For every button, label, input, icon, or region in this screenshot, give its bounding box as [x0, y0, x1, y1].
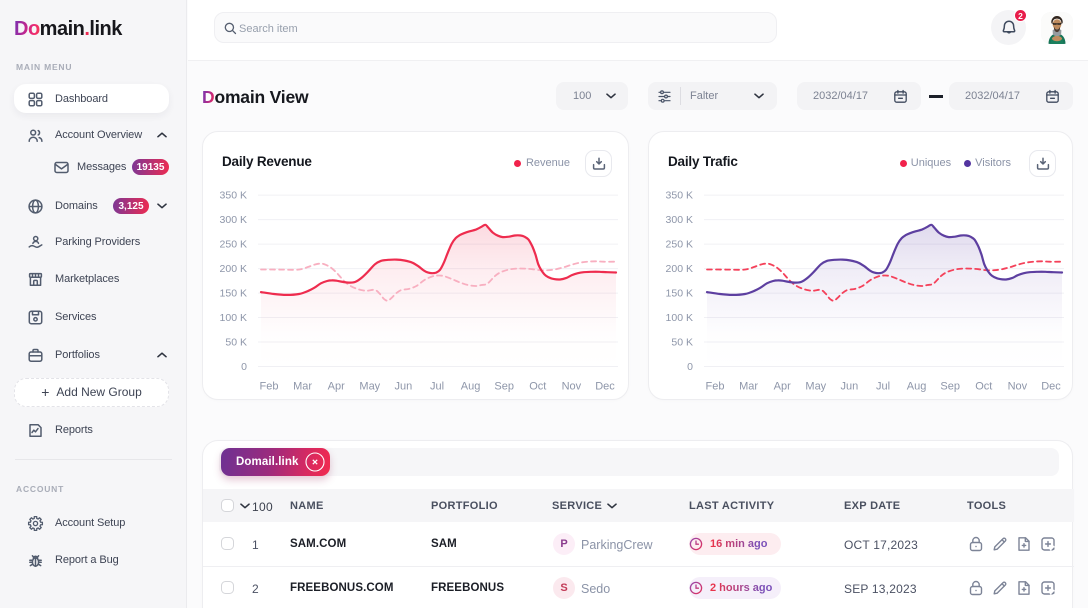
svg-text:Aug: Aug: [461, 381, 481, 393]
svg-text:Sep: Sep: [940, 381, 960, 393]
svg-text:Feb: Feb: [706, 381, 725, 393]
svg-text:350 K: 350 K: [666, 190, 693, 202]
svg-text:Aug: Aug: [907, 381, 927, 393]
svg-text:Nov: Nov: [1008, 381, 1028, 393]
svg-text:Dec: Dec: [595, 381, 615, 393]
svg-text:May: May: [359, 381, 380, 393]
svg-text:150 K: 150 K: [220, 288, 247, 300]
svg-text:Mar: Mar: [293, 381, 312, 393]
svg-text:Oct: Oct: [975, 381, 992, 393]
svg-text:200 K: 200 K: [220, 263, 247, 275]
svg-text:Jun: Jun: [841, 381, 859, 393]
svg-text:100 K: 100 K: [666, 312, 693, 324]
svg-text:50 K: 50 K: [225, 337, 247, 349]
svg-text:Feb: Feb: [260, 381, 279, 393]
svg-text:100 K: 100 K: [220, 312, 247, 324]
svg-text:200 K: 200 K: [666, 263, 693, 275]
svg-text:Jun: Jun: [395, 381, 413, 393]
svg-text:Oct: Oct: [529, 381, 546, 393]
svg-text:Dec: Dec: [1041, 381, 1061, 393]
svg-text:150 K: 150 K: [666, 288, 693, 300]
svg-text:Apr: Apr: [774, 381, 791, 393]
svg-text:Apr: Apr: [328, 381, 345, 393]
svg-text:Mar: Mar: [739, 381, 758, 393]
svg-text:May: May: [805, 381, 826, 393]
svg-text:0: 0: [241, 361, 247, 373]
svg-text:300 K: 300 K: [666, 214, 693, 226]
svg-text:50 K: 50 K: [671, 337, 693, 349]
svg-text:350 K: 350 K: [220, 190, 247, 202]
svg-text:Nov: Nov: [562, 381, 582, 393]
svg-text:0: 0: [687, 361, 693, 373]
svg-text:300 K: 300 K: [220, 214, 247, 226]
svg-text:250 K: 250 K: [220, 239, 247, 251]
svg-text:250 K: 250 K: [666, 239, 693, 251]
svg-text:Jul: Jul: [430, 381, 444, 393]
svg-text:Sep: Sep: [494, 381, 514, 393]
svg-text:Jul: Jul: [876, 381, 890, 393]
